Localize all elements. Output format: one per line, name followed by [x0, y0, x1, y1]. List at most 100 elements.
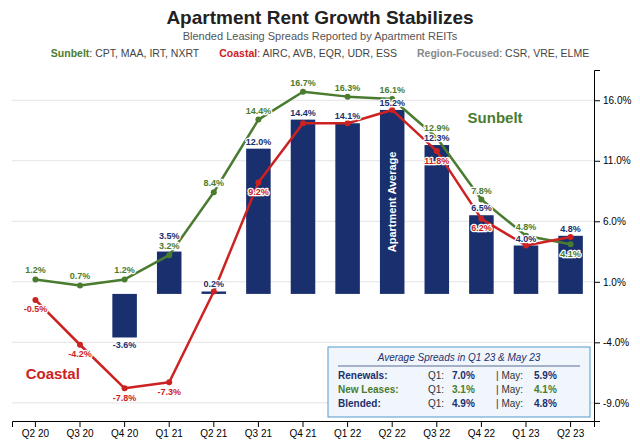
- x-axis-line: [13, 422, 595, 428]
- info-col-label: | May:: [496, 384, 523, 395]
- marker: [77, 282, 83, 288]
- info-col-label: Q1:: [428, 370, 444, 381]
- info-row-label: Blended:: [338, 398, 381, 409]
- x-tick: Q1 23: [512, 421, 540, 439]
- bar: [558, 236, 583, 294]
- key-label: Sunbelt: [51, 47, 90, 59]
- y-tick: 6.0%: [594, 216, 626, 227]
- x-tick-mark: [525, 421, 526, 427]
- y-axis: -9.0% -4.0% 1.0% 6.0% 11.0% 16.0%: [594, 71, 631, 422]
- marker: [166, 252, 172, 258]
- y-tick-label: 1.0%: [603, 277, 626, 288]
- x-tick-label: Q3 21: [245, 428, 273, 439]
- x-tick: Q1 22: [334, 421, 362, 439]
- x-tick: Q2 21: [200, 421, 228, 439]
- marker: [211, 189, 217, 195]
- info-row-label: Renewals:: [338, 370, 387, 381]
- data-label: 1.2%: [114, 265, 135, 275]
- info-col-label: | May:: [496, 370, 523, 381]
- marker: [32, 276, 38, 282]
- y-tick-mark: [594, 221, 600, 222]
- info-box-rule: [338, 366, 580, 367]
- y-tick: 1.0%: [594, 277, 626, 288]
- data-label: 8.4%: [204, 178, 225, 188]
- x-tick-label: Q2 23: [557, 428, 585, 439]
- marker: [77, 342, 83, 348]
- x-tick: Q2 20: [22, 421, 50, 439]
- data-label: 1.2%: [25, 265, 46, 275]
- bar: [514, 246, 539, 294]
- data-label: -4.2%: [68, 349, 92, 359]
- data-label: 12.9%: [424, 123, 450, 133]
- y-tick: -9.0%: [594, 398, 629, 409]
- data-label: 16.3%: [335, 83, 361, 93]
- data-label: 7.8%: [471, 186, 492, 196]
- x-tick-label: Q3 20: [66, 428, 94, 439]
- bar: [335, 123, 360, 294]
- data-labels: -3.6%3.5%0.2%12.0%14.4%14.1%15.2%12.3%6.…: [24, 78, 581, 403]
- y-tick: 16.0%: [594, 95, 631, 106]
- x-tick-label: Q2 21: [200, 428, 228, 439]
- key-text: : AIRC, AVB, EQR, UDR, ESS: [257, 47, 397, 59]
- y-tick-label: 16.0%: [603, 95, 631, 106]
- info-col-label: Q1:: [428, 398, 444, 409]
- x-tick-label: Q1 21: [156, 428, 184, 439]
- y-tick-mark: [594, 282, 600, 283]
- grid: [12, 100, 594, 403]
- x-tick-label: Q1 22: [334, 428, 362, 439]
- x-tick-label: Q3 22: [423, 428, 451, 439]
- data-label: 0.2%: [204, 279, 225, 289]
- info-cell: 4.8%: [534, 398, 557, 409]
- key-label: Coastal: [219, 47, 257, 59]
- marker: [255, 180, 261, 186]
- data-label: 12.0%: [246, 137, 272, 147]
- x-tick-mark: [347, 421, 348, 427]
- plot: -9.0% -4.0% 1.0% 6.0% 11.0% 16.0% Q2 20 Q3 20 Q4…: [12, 71, 631, 440]
- x-tick-label: Q4 20: [111, 428, 139, 439]
- title: Apartment Rent Growth Stabilizes: [166, 7, 473, 28]
- x-tick: Q3 21: [245, 421, 273, 439]
- data-label: -7.3%: [157, 387, 181, 397]
- x-tick-mark: [80, 421, 81, 427]
- key-text: : CSR, VRE, ELME: [499, 47, 589, 59]
- data-label: 6.5%: [471, 203, 492, 213]
- data-label: 4.8%: [560, 224, 581, 234]
- marker: [166, 379, 172, 385]
- data-label: 6.2%: [471, 223, 492, 233]
- marks: [32, 89, 582, 392]
- y-tick-label: -4.0%: [603, 337, 629, 348]
- chart: Apartment Rent Growth StabilizesBlended …: [0, 0, 640, 447]
- x-tick-label: Q1 23: [512, 428, 540, 439]
- bar: [425, 145, 450, 294]
- x-tick: Q2 22: [379, 421, 407, 439]
- x-tick-mark: [392, 421, 393, 427]
- info-row-label: New Leases:: [338, 384, 399, 395]
- x-tick-mark: [258, 421, 259, 427]
- info-box: Average Spreads in Q1 23 & May 23Renewal…: [328, 347, 590, 417]
- info-col-label: Q1:: [428, 384, 444, 395]
- key-text: : CPT, MAA, IRT, NXRT: [89, 47, 199, 59]
- marker: [300, 120, 306, 126]
- y-tick: -4.0%: [594, 337, 629, 348]
- x-tick-mark: [35, 421, 36, 427]
- info-box-frame: [328, 347, 590, 417]
- y-tick-label: 11.0%: [603, 155, 631, 166]
- marker: [434, 148, 440, 154]
- data-label: 4.0%: [516, 234, 537, 244]
- x-tick: Q3 22: [423, 421, 451, 439]
- marker: [32, 297, 38, 303]
- marker: [300, 89, 306, 95]
- info-cell: 7.0%: [452, 370, 475, 381]
- x-tick-label: Q2 20: [22, 428, 50, 439]
- series-name: Apartment Average: [386, 152, 398, 253]
- x-tick-mark: [481, 421, 482, 427]
- x-tick: Q1 21: [156, 421, 184, 439]
- bar: [112, 294, 137, 338]
- y-tick-label: -9.0%: [603, 398, 629, 409]
- x-tick-label: Q2 22: [379, 428, 407, 439]
- y-tick: 11.0%: [594, 155, 631, 166]
- data-label: 11.8%: [424, 156, 449, 166]
- info-col-label: | May:: [496, 398, 523, 409]
- info-cell: 4.1%: [534, 384, 557, 395]
- bar: [380, 110, 405, 294]
